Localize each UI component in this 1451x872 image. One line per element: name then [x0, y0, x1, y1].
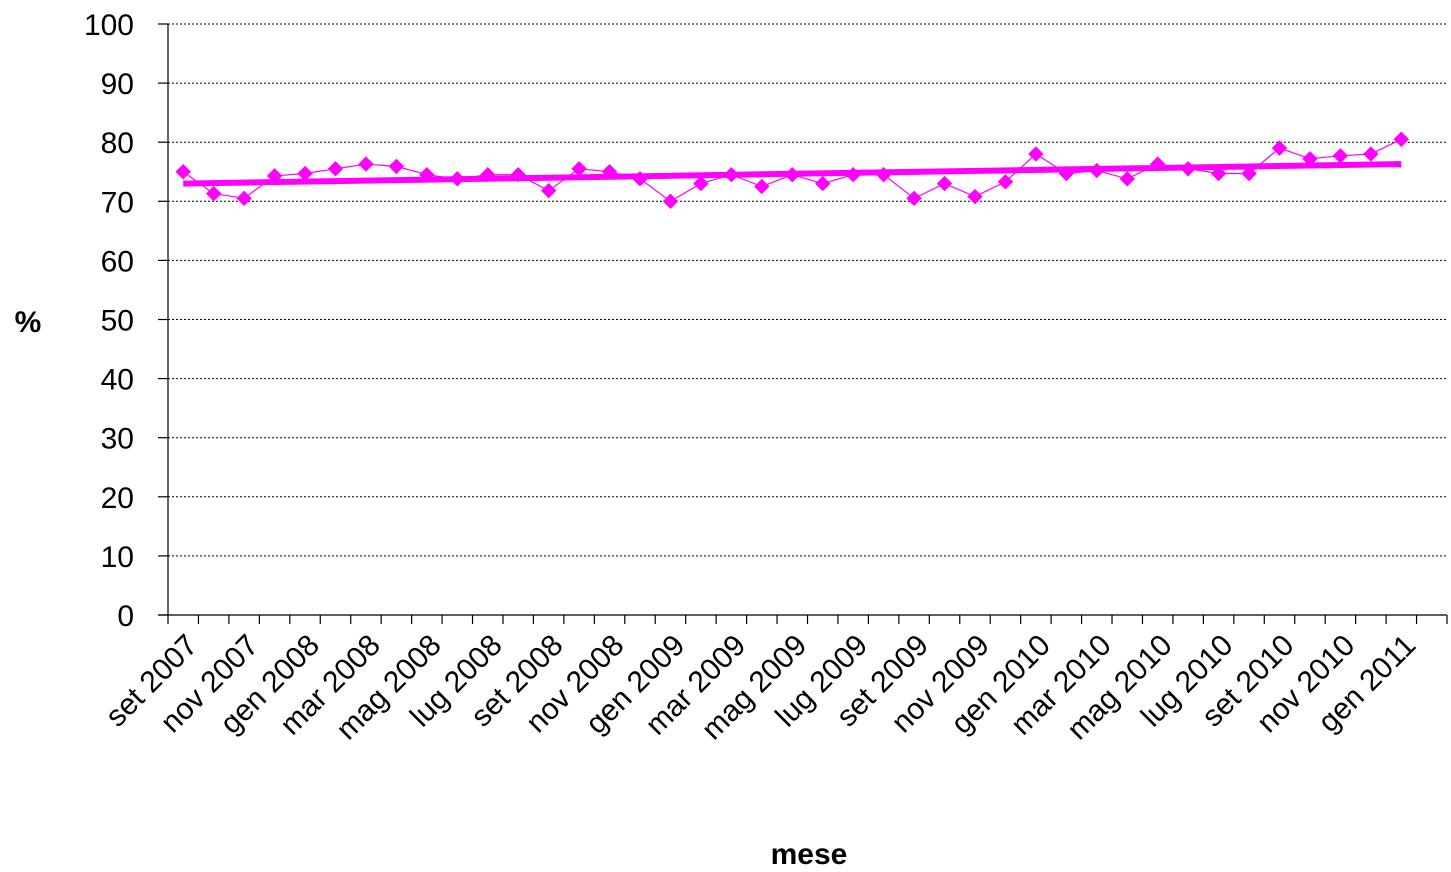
- data-point: [784, 166, 800, 183]
- y-tick-label: 70: [101, 186, 134, 219]
- y-tick-label: 100: [84, 9, 134, 42]
- data-point: [571, 161, 587, 177]
- data-point: [815, 175, 831, 192]
- data-point: [967, 188, 983, 205]
- data-point: [906, 190, 922, 207]
- data-point: [632, 171, 648, 187]
- data-point: [1302, 151, 1318, 167]
- data-point: [723, 166, 740, 183]
- data-point: [327, 161, 344, 177]
- gridlines: [168, 23, 1447, 557]
- y-axis-title: %: [15, 306, 42, 339]
- data-point: [601, 164, 618, 180]
- data-point: [510, 166, 526, 183]
- data-point: [936, 175, 953, 192]
- series-layer: [175, 131, 1410, 210]
- data-point: [419, 166, 435, 183]
- data-point: [1210, 165, 1227, 182]
- data-point: [358, 156, 374, 172]
- data-point: [693, 175, 709, 192]
- y-tick-label: 40: [101, 364, 134, 397]
- data-point: [1149, 156, 1166, 172]
- data-point: [205, 185, 222, 202]
- data-point: [1271, 140, 1288, 156]
- data-point: [1393, 131, 1410, 147]
- data-point: [662, 193, 679, 210]
- axes: [158, 23, 1448, 624]
- y-tick-label: 0: [117, 600, 134, 633]
- y-tick-labels: 0 10 20 30 40 50 60 70 80 90 100: [84, 9, 134, 633]
- data-point: [266, 168, 283, 184]
- data-point: [480, 166, 496, 183]
- data-point: [1058, 165, 1075, 182]
- data-point: [236, 190, 252, 207]
- data-point: [1089, 162, 1105, 179]
- data-point: [297, 165, 313, 182]
- data-point: [449, 171, 466, 187]
- y-tick-label: 20: [101, 482, 134, 515]
- data-point: [1028, 146, 1044, 162]
- data-point: [1332, 148, 1349, 164]
- data-point: [754, 178, 770, 195]
- y-tick-label: 60: [101, 245, 134, 278]
- y-tick-label: 80: [101, 127, 134, 160]
- data-point: [388, 158, 405, 175]
- data-point: [1119, 171, 1135, 187]
- data-point: [997, 174, 1014, 190]
- data-point: [845, 166, 861, 183]
- y-tick-label: 50: [101, 305, 134, 338]
- y-tick-label: 90: [101, 68, 134, 101]
- data-point: [1363, 146, 1379, 162]
- y-tick-label: 30: [101, 423, 134, 456]
- data-point: [1241, 165, 1257, 182]
- data-point: [1180, 161, 1196, 177]
- x-axis-title: mese: [771, 838, 848, 871]
- data-point: [875, 166, 892, 183]
- data-point: [175, 164, 191, 180]
- data-point: [540, 182, 557, 199]
- y-tick-label: 10: [101, 541, 134, 574]
